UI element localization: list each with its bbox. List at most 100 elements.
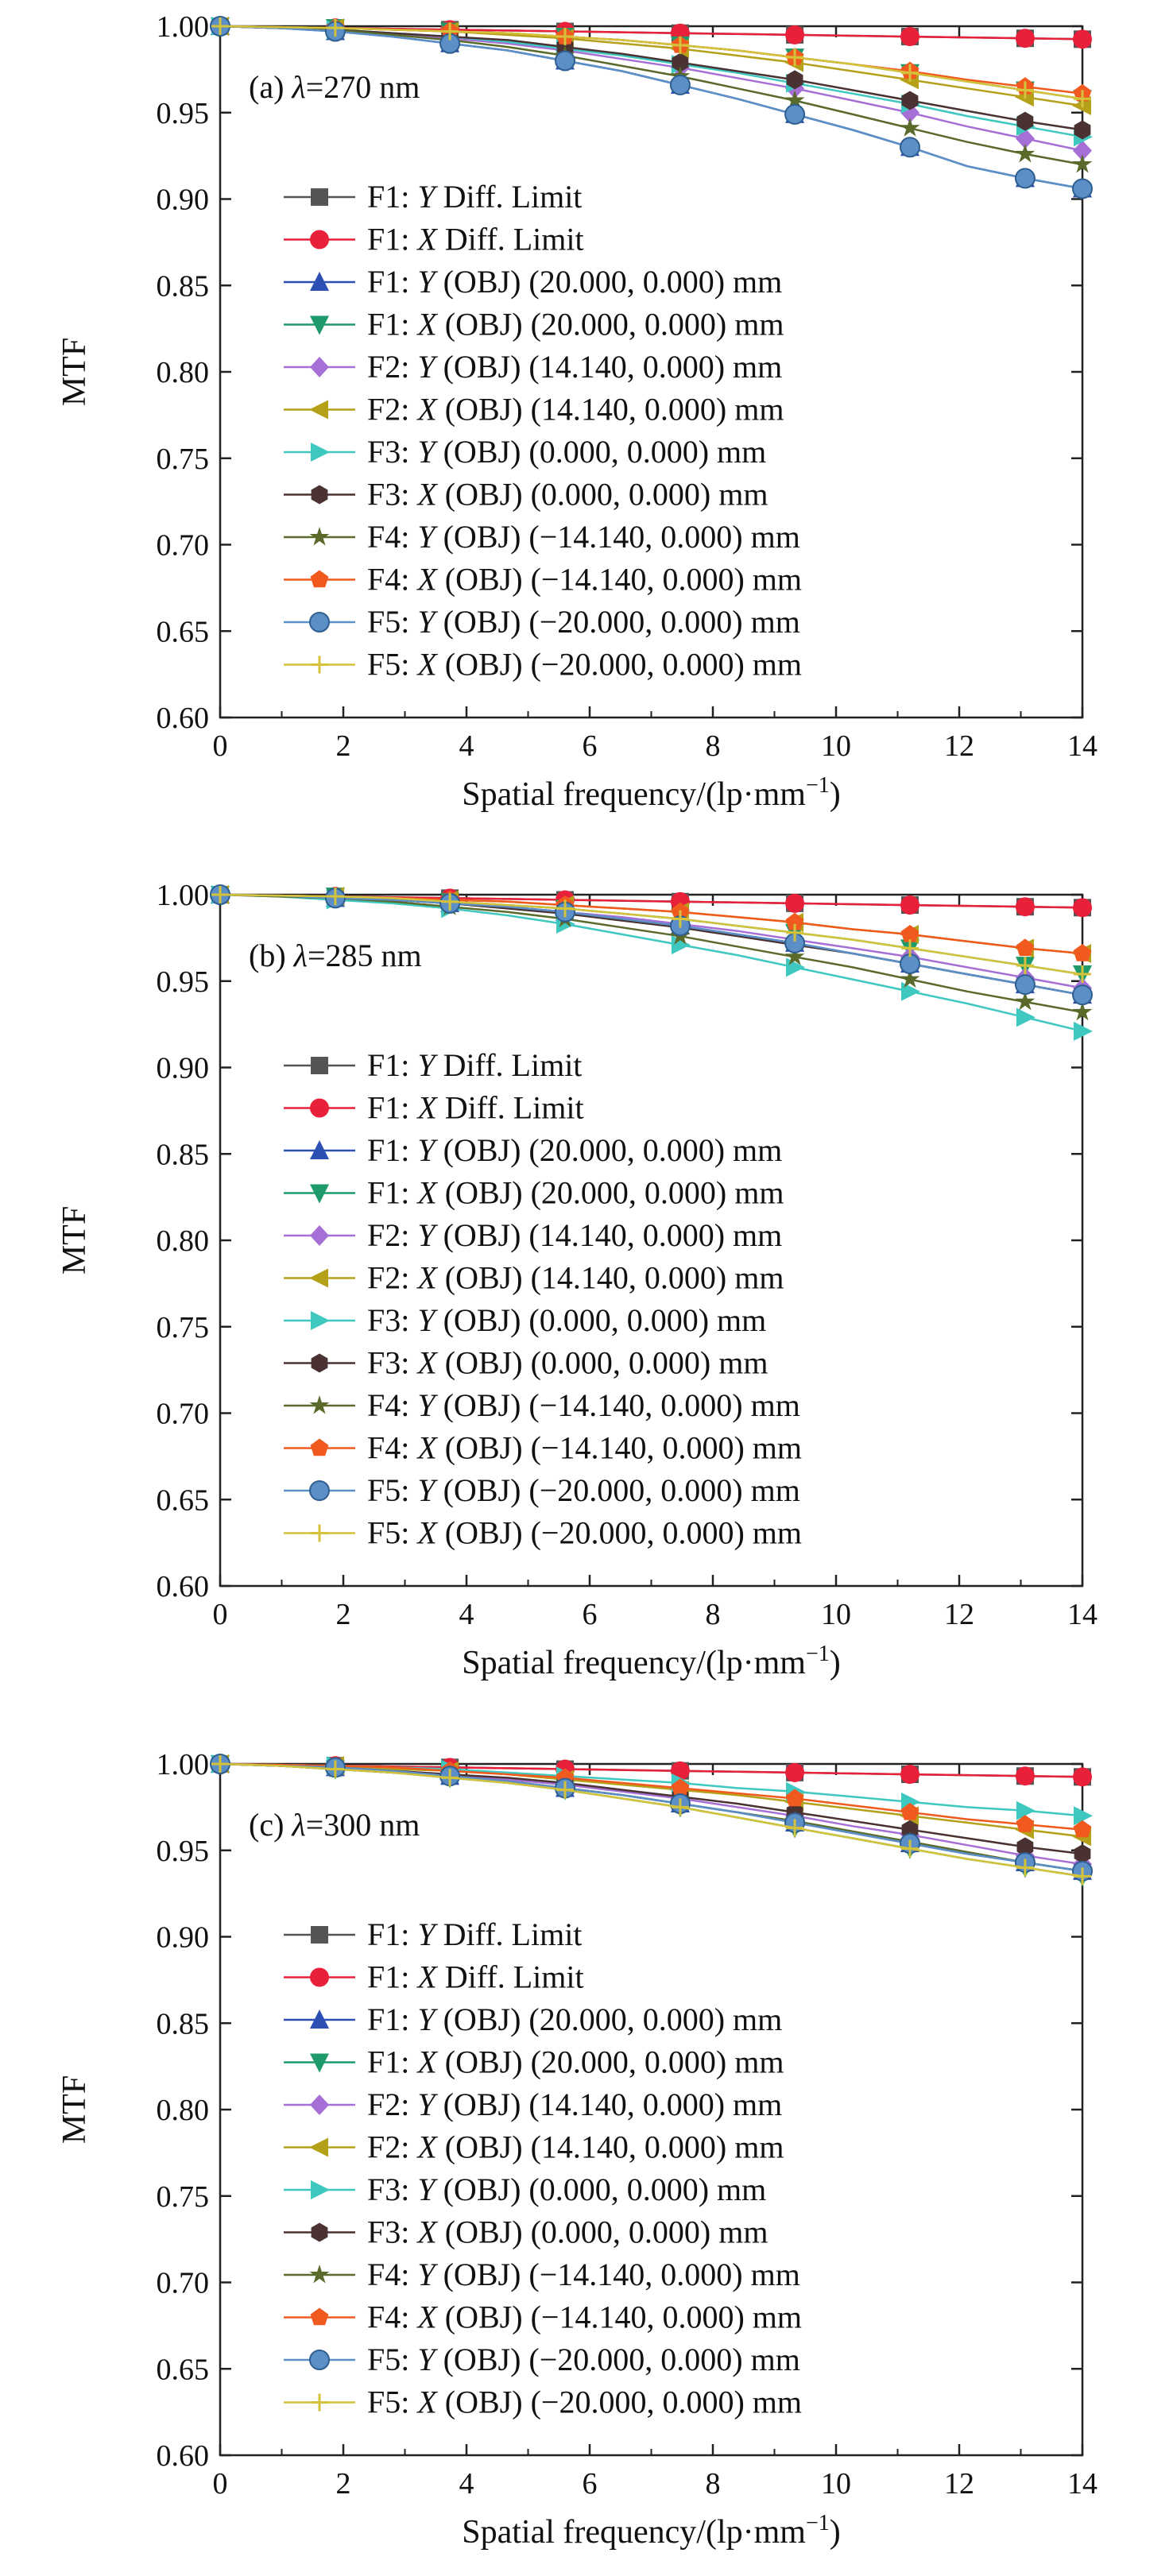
legend-label-axis: Y [417, 2257, 438, 2292]
x-axis-title-sup: −1 [806, 2511, 830, 2535]
lambda-symbol: λ [291, 1807, 305, 1843]
data-point [784, 103, 806, 125]
x-tick-label: 0 [213, 1598, 228, 1631]
lambda-symbol: λ [293, 938, 308, 973]
data-point [1016, 1837, 1034, 1857]
legend-label-axis: X [416, 2385, 438, 2420]
legend-label-prefix: F3: [367, 434, 417, 470]
legend-label: F5: Y (OBJ) (−20.000, 0.000) mm [367, 1472, 800, 1508]
legend-label-axis: X [416, 1430, 438, 1466]
legend-item: F5: X (OBJ) (−20.000, 0.000) mm [284, 2385, 802, 2420]
data-point [671, 1798, 689, 1816]
legend-label-suffix: (OBJ) (−20.000, 0.000) mm [436, 1472, 800, 1508]
y-tick-label: 0.70 [157, 1398, 210, 1431]
legend-label: F2: X (OBJ) (14.140, 0.000) mm [367, 392, 784, 427]
panel-letter: (c) [249, 1807, 292, 1843]
legend-label-prefix: F1: [367, 1959, 417, 1995]
legend-marker [311, 1311, 330, 1330]
data-point [901, 939, 919, 957]
legend-label-suffix: (OBJ) (−20.000, 0.000) mm [437, 1515, 802, 1551]
x-tick-label: 0 [213, 729, 228, 763]
data-point [901, 1839, 919, 1858]
legend-item: F4: X (OBJ) (−14.140, 0.000) mm [284, 2299, 802, 2335]
series-line-11 [219, 25, 1083, 100]
lambda-symbol: λ [291, 69, 305, 105]
data-point [326, 888, 344, 906]
legend-label: F1: X Diff. Limit [367, 1090, 584, 1126]
legend-label-prefix: F2: [367, 349, 417, 385]
panel-label: (b) λ=285 nm [249, 938, 422, 973]
legend-marker [309, 527, 330, 546]
legend-marker [310, 570, 329, 588]
y-axis-title: MTF [56, 2075, 93, 2144]
legend-label: F2: X (OBJ) (14.140, 0.000) mm [367, 1260, 784, 1296]
legend-item: F2: Y (OBJ) (14.140, 0.000) mm [284, 2087, 782, 2122]
legend-marker [311, 188, 328, 206]
y-tick-label: 0.85 [157, 269, 210, 303]
legend-label-axis: X [416, 1260, 438, 1296]
legend-label: F1: Y Diff. Limit [367, 1047, 582, 1083]
y-tick-label: 0.85 [157, 1138, 210, 1171]
y-tick-label: 1.00 [157, 10, 210, 44]
data-point [785, 1789, 804, 1807]
legend-marker [310, 2307, 329, 2326]
data-point [669, 74, 691, 95]
y-tick-label: 0.65 [157, 2353, 210, 2386]
legend-label: F1: X (OBJ) (20.000, 0.000) mm [367, 307, 784, 342]
legend-label-axis: Y [417, 1132, 438, 1168]
legend-label-prefix: F1: [367, 2044, 417, 2080]
legend-label-prefix: F1: [367, 307, 417, 342]
legend-label-suffix: Diff. Limit [437, 1959, 584, 1995]
legend-label-axis: X [416, 307, 438, 342]
data-point [1072, 154, 1093, 173]
data-point [1073, 1767, 1092, 1787]
legend-marker [310, 357, 329, 377]
legend-label: F3: Y (OBJ) (0.000, 0.000) mm [367, 2172, 766, 2207]
series-line-6 [219, 893, 1083, 1033]
data-point [1015, 143, 1036, 163]
legend-label: F3: X (OBJ) (0.000, 0.000) mm [367, 477, 768, 512]
data-point [901, 91, 919, 110]
legend-marker [311, 2180, 330, 2199]
legend-marker [310, 272, 329, 291]
lambda-value: =300 nm [306, 1807, 420, 1843]
legend-item: F3: Y (OBJ) (0.000, 0.000) mm [284, 2172, 766, 2207]
legend-marker [309, 612, 330, 632]
legend-label-prefix: F4: [367, 2257, 417, 2292]
legend-label: F1: X Diff. Limit [367, 222, 584, 257]
legend-marker [310, 2009, 329, 2029]
legend-label-axis: X [416, 477, 438, 512]
legend-label-axis: X [416, 2044, 438, 2080]
legend-marker [310, 1140, 329, 1159]
legend-item: F4: Y (OBJ) (−14.140, 0.000) mm [284, 519, 800, 555]
y-tick-label: 0.90 [157, 1921, 210, 1955]
legend-label-axis: Y [417, 1217, 438, 1253]
data-point [1016, 1815, 1035, 1832]
legend-label: F4: X (OBJ) (−14.140, 0.000) mm [367, 2299, 802, 2335]
legend-marker [310, 230, 329, 249]
legend-item: F2: X (OBJ) (14.140, 0.000) mm [284, 1260, 784, 1296]
data-point [1015, 897, 1035, 917]
legend-label-prefix: F3: [367, 2214, 417, 2250]
legend-marker [311, 2393, 328, 2412]
legend-label: F5: Y (OBJ) (−20.000, 0.000) mm [367, 2342, 800, 2377]
data-point [672, 52, 689, 72]
series-line-9 [219, 1762, 1083, 1831]
legend-label-prefix: F1: [367, 179, 417, 215]
legend-item: F3: Y (OBJ) (0.000, 0.000) mm [284, 1302, 766, 1338]
x-tick-label: 4 [459, 2467, 474, 2501]
legend-label: F1: Y (OBJ) (20.000, 0.000) mm [367, 2002, 782, 2037]
y-tick-label: 1.00 [157, 879, 210, 912]
legend-label: F4: X (OBJ) (−14.140, 0.000) mm [367, 562, 802, 598]
y-tick-label: 0.70 [157, 2267, 210, 2300]
legend-label-axis: X [416, 2214, 438, 2250]
legend-label-suffix: (OBJ) (0.000, 0.000) mm [437, 2214, 768, 2250]
legend-label-axis: X [416, 1175, 438, 1211]
y-tick-label: 0.90 [157, 184, 210, 217]
x-tick-label: 10 [821, 1598, 851, 1631]
legend-item: F4: Y (OBJ) (−14.140, 0.000) mm [284, 2257, 800, 2292]
panel-letter: (a) [249, 69, 292, 105]
data-point [1074, 1867, 1091, 1886]
